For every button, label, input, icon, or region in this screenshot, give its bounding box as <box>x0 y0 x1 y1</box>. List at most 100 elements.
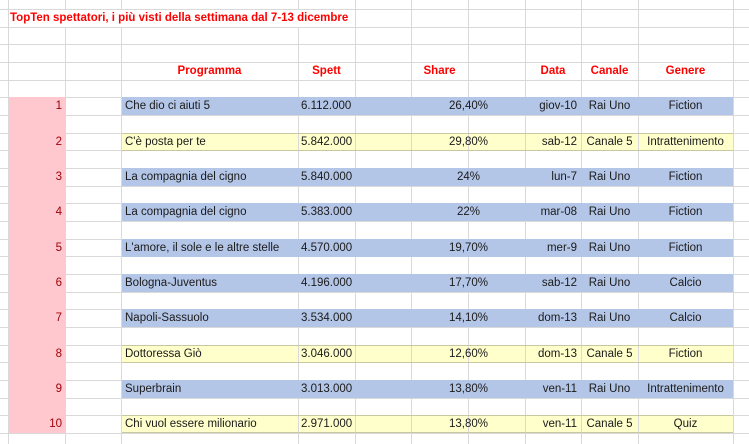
gridline <box>0 327 749 328</box>
header-share[interactable]: Share <box>423 65 456 77</box>
genere-cell[interactable]: Intrattenimento <box>647 383 724 395</box>
row-band <box>122 168 733 186</box>
spett-cell[interactable]: 2.971.000 <box>301 418 353 430</box>
data-cell[interactable]: mar-08 <box>540 206 577 218</box>
share-cell[interactable]: 29,80% <box>448 136 488 148</box>
programma-cell[interactable]: Che dio ci aiuti 5 <box>125 100 211 112</box>
gridline <box>355 0 356 444</box>
programma-cell[interactable]: La compagnia del cigno <box>125 171 247 183</box>
rank-cell[interactable]: 8 <box>55 348 62 360</box>
gridline <box>0 62 749 63</box>
canale-cell[interactable]: Rai Uno <box>588 206 631 218</box>
header-spett[interactable]: Spett <box>312 65 341 77</box>
data-cell[interactable]: mer-9 <box>546 242 577 254</box>
spett-cell[interactable]: 3.013.000 <box>301 383 353 395</box>
share-cell[interactable]: 26,40% <box>448 100 488 112</box>
genere-cell[interactable]: Fiction <box>668 171 703 183</box>
spett-cell[interactable]: 4.196.000 <box>301 277 353 289</box>
programma-cell[interactable]: La compagnia del cigno <box>125 206 247 218</box>
data-cell[interactable]: ven-11 <box>542 418 577 430</box>
gridline <box>65 0 66 444</box>
gridline <box>0 27 749 28</box>
rank-cell[interactable]: 4 <box>55 206 62 218</box>
spett-cell[interactable]: 3.046.000 <box>301 348 353 360</box>
header-genere[interactable]: Genere <box>665 65 706 77</box>
programma-cell[interactable]: Superbrain <box>125 383 182 395</box>
rank-cell[interactable]: 3 <box>55 171 62 183</box>
programma-cell[interactable]: Dottoressa Giò <box>125 348 202 360</box>
share-cell[interactable]: 22% <box>456 206 481 218</box>
row-band <box>122 415 733 433</box>
gridline <box>525 0 526 444</box>
rank-cell[interactable]: 1 <box>55 100 62 112</box>
canale-cell[interactable]: Canale 5 <box>586 418 633 430</box>
share-cell[interactable]: 17,70% <box>448 277 488 289</box>
rank-column <box>9 97 65 433</box>
canale-cell[interactable]: Rai Uno <box>588 171 631 183</box>
rank-cell[interactable]: 7 <box>55 312 62 324</box>
data-cell[interactable]: dom-13 <box>538 348 577 360</box>
canale-cell[interactable]: Rai Uno <box>588 312 631 324</box>
header-canale[interactable]: Canale <box>590 65 629 77</box>
data-cell[interactable]: lun-7 <box>551 171 577 183</box>
gridline <box>0 221 749 222</box>
genere-cell[interactable]: Calcio <box>669 277 702 289</box>
row-band <box>122 274 733 292</box>
row-band <box>122 97 733 115</box>
data-cell[interactable]: sab-12 <box>541 277 577 289</box>
row-band <box>122 345 733 363</box>
programma-cell[interactable]: Napoli-Sassuolo <box>125 312 209 324</box>
genere-cell[interactable]: Calcio <box>669 312 702 324</box>
row-band <box>122 239 733 257</box>
gridline <box>0 398 749 399</box>
data-cell[interactable]: ven-11 <box>542 383 577 395</box>
canale-cell[interactable]: Canale 5 <box>586 136 633 148</box>
gridline <box>411 0 412 444</box>
header-programma[interactable]: Programma <box>177 65 242 77</box>
share-cell[interactable]: 13,80% <box>448 383 488 395</box>
row-band <box>122 203 733 221</box>
data-cell[interactable]: sab-12 <box>541 136 577 148</box>
rank-cell[interactable]: 2 <box>55 136 62 148</box>
row-band <box>122 309 733 327</box>
programma-cell[interactable]: C'è posta per te <box>125 136 206 148</box>
rank-cell[interactable]: 5 <box>55 242 62 254</box>
spett-cell[interactable]: 5.383.000 <box>301 206 353 218</box>
rank-cell[interactable]: 9 <box>55 383 62 395</box>
share-cell[interactable]: 19,70% <box>448 242 488 254</box>
genere-cell[interactable]: Quiz <box>673 418 698 430</box>
canale-cell[interactable]: Rai Uno <box>588 277 631 289</box>
genere-cell[interactable]: Fiction <box>668 348 703 360</box>
rank-cell[interactable]: 10 <box>49 418 62 430</box>
canale-cell[interactable]: Rai Uno <box>588 383 631 395</box>
genere-cell[interactable]: Fiction <box>668 242 703 254</box>
spett-cell[interactable]: 3.534.000 <box>301 312 353 324</box>
spett-cell[interactable]: 5.840.000 <box>301 171 353 183</box>
gridline <box>733 0 734 444</box>
programma-cell[interactable]: L'amore, il sole e le altre stelle <box>125 242 280 254</box>
programma-cell[interactable]: Chi vuol essere milionario <box>125 418 257 430</box>
canale-cell[interactable]: Canale 5 <box>586 348 633 360</box>
share-cell[interactable]: 24% <box>456 171 481 183</box>
header-data[interactable]: Data <box>540 65 566 77</box>
row-band <box>122 380 733 398</box>
share-cell[interactable]: 13,80% <box>448 418 488 430</box>
sheet-title[interactable]: TopTen spettatori, i più visti della set… <box>10 10 353 27</box>
spett-cell[interactable]: 6.112.000 <box>301 100 352 112</box>
rank-cell[interactable]: 6 <box>55 277 62 289</box>
canale-cell[interactable]: Rai Uno <box>588 100 631 112</box>
spett-cell[interactable]: 5.842.000 <box>301 136 353 148</box>
genere-cell[interactable]: Fiction <box>668 206 703 218</box>
share-cell[interactable]: 14,10% <box>448 312 488 324</box>
gridline <box>0 186 749 187</box>
data-cell[interactable]: giov-10 <box>539 100 577 112</box>
genere-cell[interactable]: Fiction <box>668 100 703 112</box>
gridline <box>8 0 9 444</box>
data-cell[interactable]: dom-13 <box>538 312 577 324</box>
canale-cell[interactable]: Rai Uno <box>588 242 631 254</box>
spett-cell[interactable]: 4.570.000 <box>301 242 353 254</box>
genere-cell[interactable]: Intrattenimento <box>647 136 724 148</box>
gridline <box>0 115 749 116</box>
share-cell[interactable]: 12,60% <box>448 348 488 360</box>
programma-cell[interactable]: Bologna-Juventus <box>125 277 218 289</box>
